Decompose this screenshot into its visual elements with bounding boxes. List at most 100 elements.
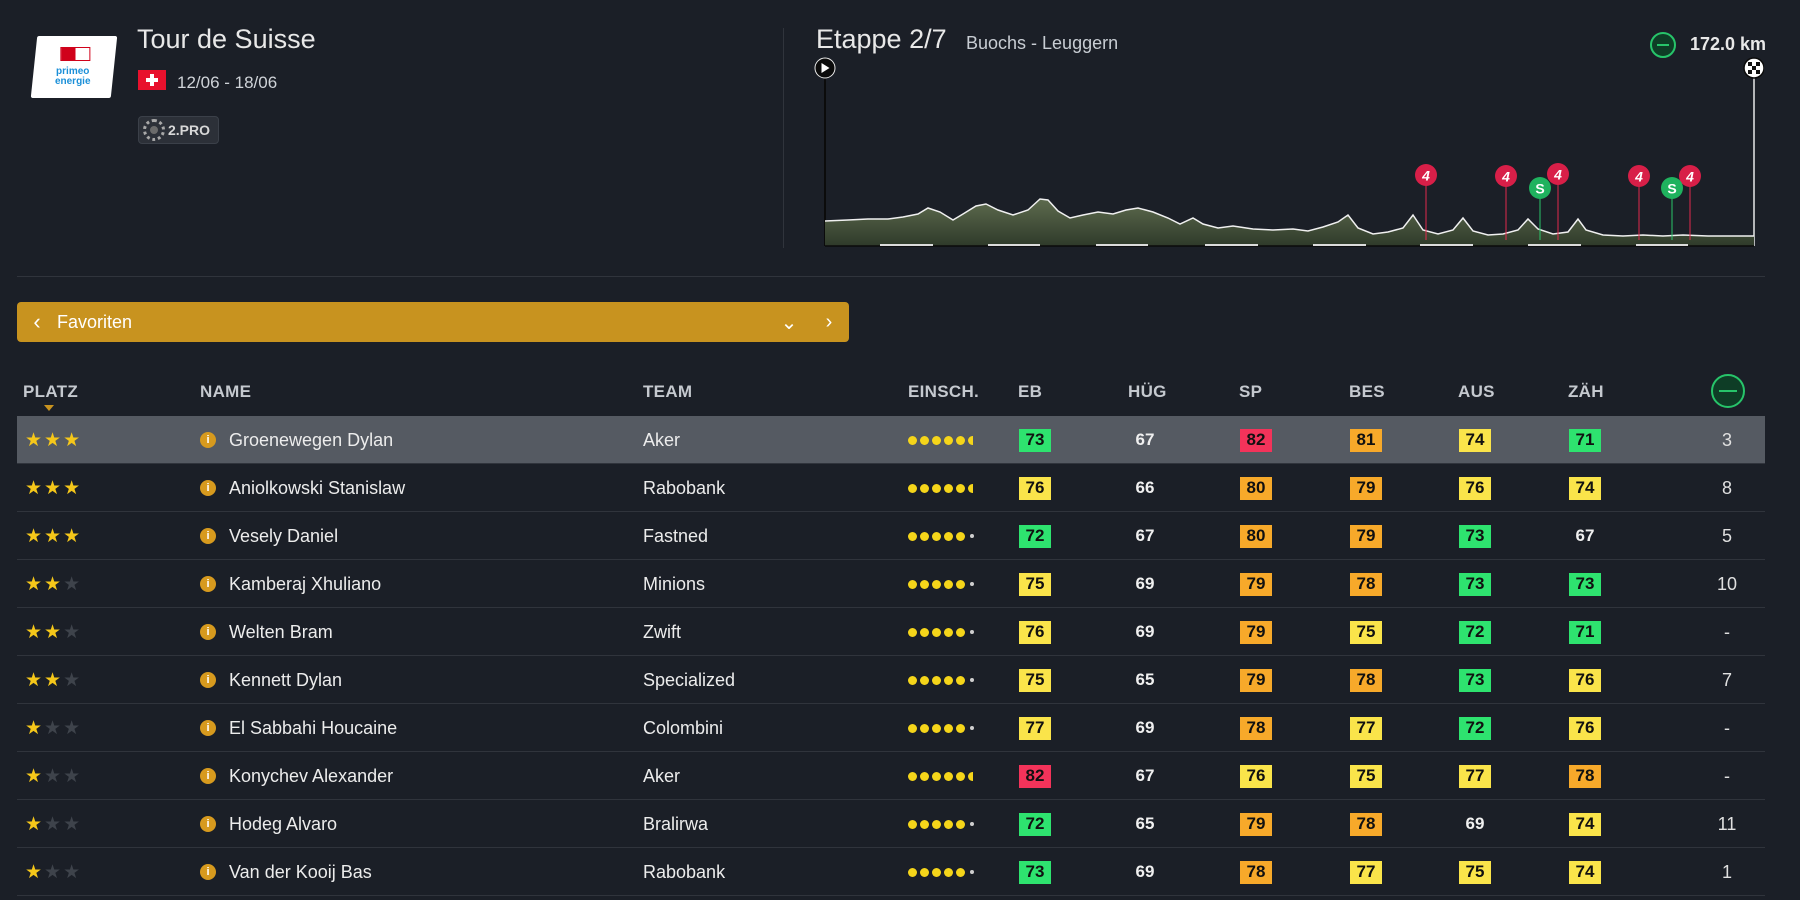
stat-hug: 65 xyxy=(1128,800,1162,848)
col-header-bes[interactable]: BES xyxy=(1349,382,1385,401)
star-icon: ★ xyxy=(44,621,62,643)
star-icon: ★ xyxy=(63,669,81,691)
stat-value: 67 xyxy=(1135,526,1155,545)
rider-info[interactable]: i xyxy=(200,416,216,464)
chevron-right-icon[interactable]: › xyxy=(825,310,833,333)
stat-badge: 78 xyxy=(1350,668,1382,692)
form-dot xyxy=(944,627,953,637)
table-row[interactable]: ★ ★ ★ i Van der Kooij Bas Rabobank 73 69 78 77 75 7… xyxy=(17,848,1765,896)
col-header-platz[interactable]: PLATZ xyxy=(23,382,79,401)
rider-name[interactable]: Groenewegen Dylan xyxy=(229,429,394,450)
rider-info[interactable]: i xyxy=(200,512,216,560)
rider-info[interactable]: i xyxy=(200,848,216,896)
rider-info[interactable]: i xyxy=(200,752,216,800)
col-header-sp[interactable]: SP xyxy=(1239,382,1263,401)
col-header-zah[interactable]: ZÄH xyxy=(1568,382,1604,401)
rider-name[interactable]: El Sabbahi Houcaine xyxy=(229,717,398,738)
col-header-einsch[interactable]: EINSCH. xyxy=(908,382,980,401)
rider-info[interactable]: i xyxy=(200,800,216,848)
table-row[interactable]: ★ ★ ★ i Groenewegen Dylan Aker 73 67 82 81 74 71 3 xyxy=(17,416,1765,464)
rider-name[interactable]: Kennett Dylan xyxy=(229,669,343,690)
col-header-team[interactable]: TEAM xyxy=(643,382,693,401)
table-row[interactable]: ★ ★ ★ i Kennett Dylan Specialized 75 65 79 78 73 76… xyxy=(17,656,1765,704)
form-dot xyxy=(944,819,953,829)
table-row[interactable]: ★ ★ ★ i El Sabbahi Houcaine Colombini 77 69 78 77… xyxy=(17,704,1765,752)
form-dot-empty xyxy=(970,870,974,874)
rider-info[interactable]: i xyxy=(200,656,216,704)
form-dot xyxy=(944,531,953,541)
star-icon: ★ xyxy=(25,621,43,643)
star-icon: ★ xyxy=(63,717,81,739)
col-header-hug[interactable]: HÜG xyxy=(1128,382,1167,401)
rider-info[interactable]: i xyxy=(200,464,216,512)
info-icon[interactable]: i xyxy=(200,720,216,736)
form-dot xyxy=(944,723,953,733)
table-row[interactable]: ★ ★ ★ i Konychev Alexander Aker 82 67 76 75 77 78- xyxy=(17,752,1765,800)
stat-value: 69 xyxy=(1135,622,1155,641)
svg-text:S: S xyxy=(1667,181,1676,197)
rider-name[interactable]: Vesely Daniel xyxy=(229,525,339,546)
form-dots xyxy=(908,464,973,512)
info-icon[interactable]: i xyxy=(200,432,216,448)
rider-name[interactable]: Aniolkowski Stanislaw xyxy=(229,477,406,498)
info-icon[interactable]: i xyxy=(200,672,216,688)
form-dot xyxy=(920,819,929,829)
profile-start-icon xyxy=(814,57,836,79)
info-icon[interactable]: i xyxy=(200,768,216,784)
stat-badge: 74 xyxy=(1569,476,1601,500)
stat-badge: 75 xyxy=(1459,860,1491,884)
col-header-name[interactable]: NAME xyxy=(200,382,252,401)
info-icon[interactable]: i xyxy=(200,816,216,832)
form-dot xyxy=(920,483,929,493)
svg-text:4: 4 xyxy=(1634,169,1643,185)
chevron-left-icon[interactable]: ‹ xyxy=(33,309,41,334)
info-icon[interactable]: i xyxy=(200,576,216,592)
form-dot xyxy=(908,867,917,877)
rider-info[interactable]: i xyxy=(200,560,216,608)
col-header-aus[interactable]: AUS xyxy=(1458,382,1495,401)
form-dot xyxy=(956,723,965,733)
stat-hug: 67 xyxy=(1128,752,1162,800)
info-icon[interactable]: i xyxy=(200,480,216,496)
stat-zah: 76 xyxy=(1568,704,1602,752)
stat-badge: 82 xyxy=(1240,428,1272,452)
form-dot xyxy=(932,867,941,877)
info-icon[interactable]: i xyxy=(200,624,216,640)
info-icon[interactable]: i xyxy=(200,528,216,544)
rider-info[interactable]: i xyxy=(200,608,216,656)
filter-dropdown[interactable]: ‹ Favoriten ⌄ › xyxy=(17,302,849,342)
form-dots xyxy=(908,704,974,752)
stat-sp: 79 xyxy=(1239,608,1273,656)
form-dot xyxy=(944,771,953,781)
column-toggle-icon[interactable] xyxy=(1711,374,1745,408)
rider-name[interactable]: Konychev Alexander xyxy=(229,765,394,786)
rider-info[interactable]: i xyxy=(200,704,216,752)
col-header-eb[interactable]: EB xyxy=(1018,382,1043,401)
stat-aus: 72 xyxy=(1458,704,1492,752)
stat-badge: 79 xyxy=(1240,668,1272,692)
table-row[interactable]: ★ ★ ★ i Hodeg Alvaro Bralirwa 72 65 79 78 69 74 11 xyxy=(17,800,1765,848)
rider-name[interactable]: Hodeg Alvaro xyxy=(229,813,338,834)
stat-zah: 67 xyxy=(1568,512,1602,560)
rider-name[interactable]: Welten Bram xyxy=(229,621,333,642)
stat-bes: 75 xyxy=(1349,752,1383,800)
chevron-down-icon[interactable]: ⌄ xyxy=(780,311,798,334)
stat-eb: 76 xyxy=(1018,608,1052,656)
star-icon: ★ xyxy=(25,477,43,499)
stat-sp: 79 xyxy=(1239,560,1273,608)
info-icon[interactable]: i xyxy=(200,864,216,880)
table-row[interactable]: ★ ★ ★ i Vesely Daniel Fastned 72 67 80 79 73 67 5 xyxy=(17,512,1765,560)
header-divider xyxy=(783,28,784,248)
stat-hug: 67 xyxy=(1128,416,1162,464)
stage-profile-chart[interactable]: 4 4 4 4 4 S S xyxy=(808,54,1764,254)
table-row[interactable]: ★ ★ ★ i Kamberaj Xhuliano Minions 75 69 79 78 73 73… xyxy=(17,560,1765,608)
star-icon: ★ xyxy=(25,573,43,595)
stat-badge: 79 xyxy=(1240,620,1272,644)
svg-text:4: 4 xyxy=(1685,169,1694,185)
rider-name[interactable]: Kamberaj Xhuliano xyxy=(229,573,382,594)
rider-name[interactable]: Van der Kooij Bas xyxy=(229,861,372,882)
form-dot-empty xyxy=(970,678,974,682)
stat-badge: 76 xyxy=(1569,716,1601,740)
table-row[interactable]: ★ ★ ★ i Welten Bram Zwift 76 69 79 75 72 71- xyxy=(17,608,1765,656)
table-row[interactable]: ★ ★ ★ i Aniolkowski Stanislaw Rabobank 76 66 80 7… xyxy=(17,464,1765,512)
